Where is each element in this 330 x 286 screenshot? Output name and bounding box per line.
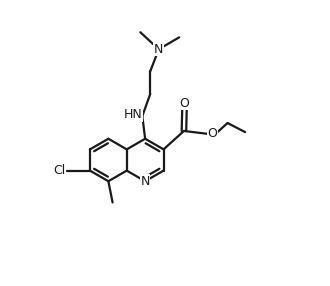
Text: N: N [154, 43, 163, 56]
Text: HN: HN [124, 108, 143, 121]
Text: O: O [180, 97, 189, 110]
Text: O: O [207, 127, 217, 140]
Text: N: N [141, 175, 150, 188]
Text: Cl: Cl [53, 164, 65, 177]
